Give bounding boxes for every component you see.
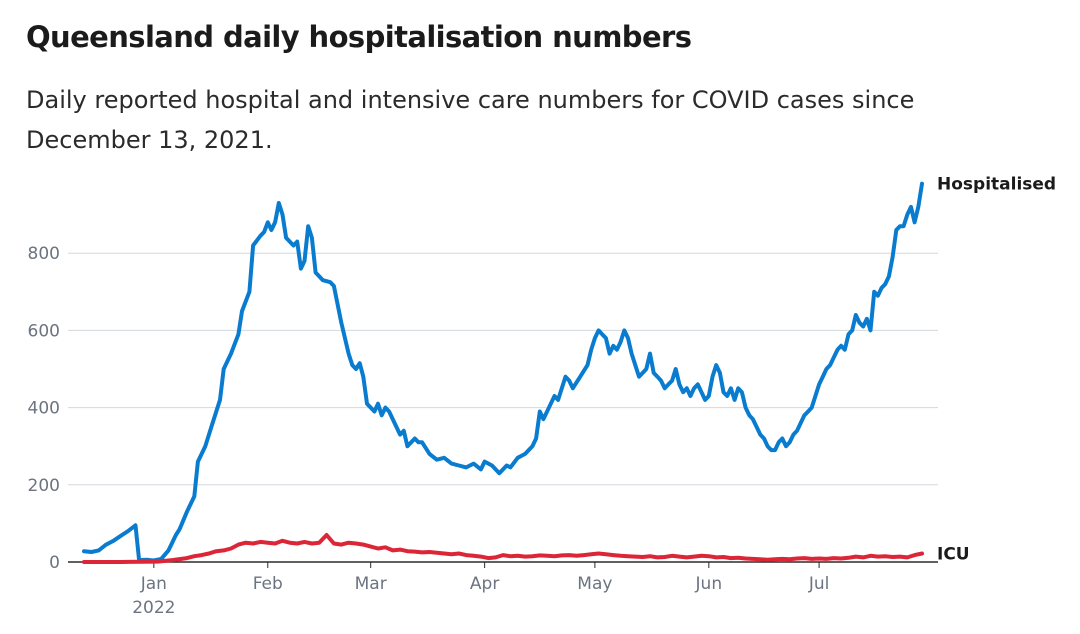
x-tick-label-jul: Jul — [808, 574, 830, 594]
chart-subtitle: Daily reported hospital and intensive ca… — [26, 86, 915, 154]
chart-title: Queensland daily hospitalisation numbers — [26, 20, 692, 54]
x-tick-label-jun: Jun — [695, 574, 723, 594]
y-tick-label-400: 400 — [28, 399, 60, 419]
x-tick-label-may: May — [577, 574, 612, 594]
series-line-icu — [82, 533, 924, 564]
x-tick-label-jan: Jan — [140, 574, 167, 594]
x-tick-label-mar: Mar — [355, 574, 387, 594]
x-tick-label-apr: Apr — [470, 574, 499, 594]
series-label-icu: ICU — [937, 545, 970, 565]
x-axis-ticks: Jan 2022 Feb Mar Apr May Jun Jul — [132, 562, 829, 618]
y-tick-label-600: 600 — [28, 321, 60, 341]
y-axis-ticks: 0 200 400 600 800 — [28, 244, 60, 573]
series-label-hospitalised: Hospitalised — [937, 175, 1056, 195]
series-line-hospitalised — [82, 181, 924, 563]
y-tick-label-0: 0 — [49, 553, 60, 573]
x-tick-label-feb: Feb — [253, 574, 283, 594]
y-tick-label-800: 800 — [28, 244, 60, 264]
x-tick-sublabel-2022: 2022 — [132, 598, 175, 618]
series-labels: Hospitalised ICU — [937, 175, 1056, 565]
gridlines — [68, 252, 938, 563]
series-lines — [82, 181, 924, 564]
y-tick-label-200: 200 — [28, 476, 60, 496]
